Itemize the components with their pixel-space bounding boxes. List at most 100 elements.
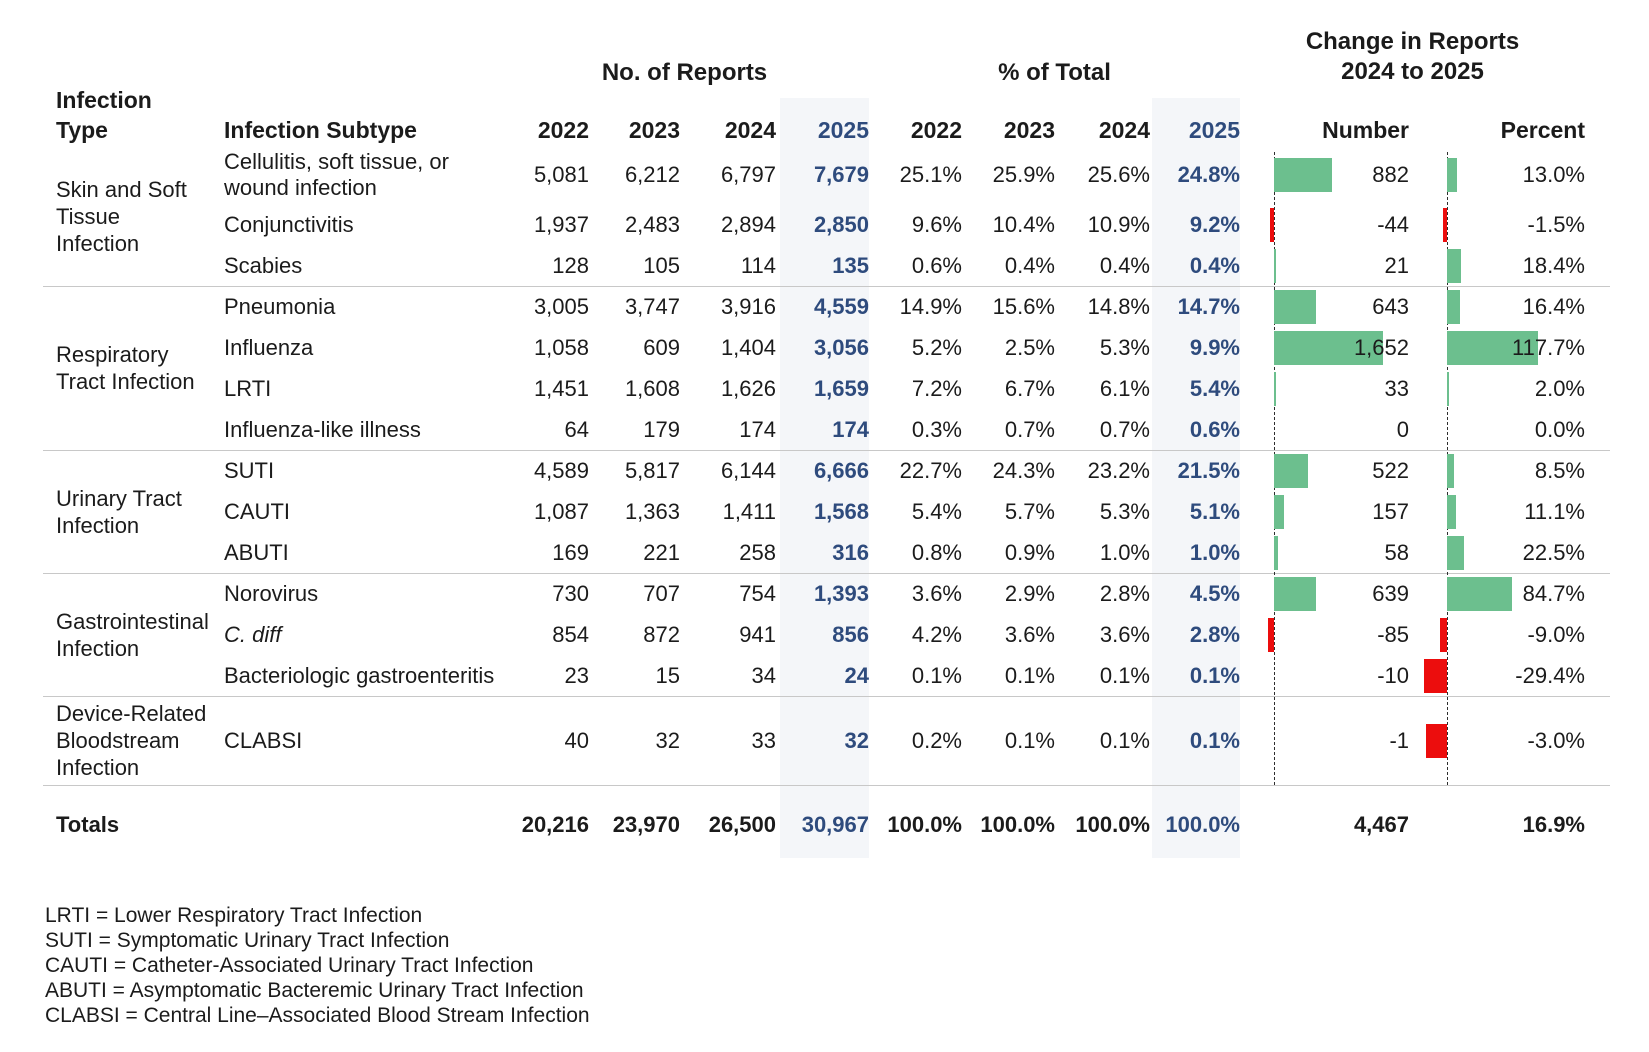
pct-2024-cell: 6.1% <box>1099 375 1150 401</box>
change-number-cell: 157 <box>1240 491 1409 532</box>
infection-type-line: Infection <box>56 635 140 661</box>
subtype-line: SUTI <box>224 457 275 483</box>
reports-2024-cell: 941 <box>739 621 776 647</box>
change-number-cell: 882 <box>1240 146 1409 204</box>
reports-year-header-2024: 2024 <box>724 117 776 143</box>
pct-2025-cell: 5.1% <box>1189 498 1240 524</box>
pct-2022-cell: 0.3% <box>911 416 962 442</box>
subtype-cell: Pneumonia <box>224 294 500 320</box>
footnote-line: CLABSI = Central Line–Associated Blood S… <box>45 1004 590 1027</box>
change-number-bar <box>1274 158 1333 192</box>
reports-2024-cell: 114 <box>740 252 776 278</box>
change-percent-cell: 16.4% <box>1409 286 1585 327</box>
infection-group: Respiratory Tract Infection Pneumonia 3,005… <box>56 286 1585 450</box>
pct-2023-cell: 15.6% <box>992 293 1055 319</box>
pct-2023-cell: 10.4% <box>992 211 1055 237</box>
infection-type-line: Urinary Tract <box>56 485 182 511</box>
totals-label: Totals <box>56 811 120 837</box>
reports-2024-cell: 1,411 <box>722 498 776 524</box>
pct-2024-cell: 14.8% <box>1087 293 1150 319</box>
infection-group: Skin and Soft Tissue Infection Cellulitis, … <box>56 146 1585 286</box>
pct-2025-cell: 0.1% <box>1189 662 1240 688</box>
subtype-line: Influenza <box>224 334 314 360</box>
infection-type-line: Infection <box>56 512 140 538</box>
pct-2024-cell: 0.7% <box>1099 416 1150 442</box>
reports-2023-cell: 15 <box>655 662 680 688</box>
pct-2023-cell: 0.1% <box>1004 727 1055 753</box>
pct-2024-cell: 5.3% <box>1099 498 1150 524</box>
change-number-cell: 1,652 <box>1240 327 1409 368</box>
change-number-bar <box>1274 576 1317 611</box>
subtype-cell: Conjunctivitis <box>224 212 500 238</box>
reports-2023-cell: 2,483 <box>624 211 680 237</box>
table-row: CAUTI 1,087 1,363 1,411 1,568 5.4% 5.7% 5.3% 5.1… <box>224 491 1585 532</box>
infection-type-header-line1: Infection <box>56 87 152 113</box>
pct-2022-cell: 14.9% <box>899 293 962 319</box>
reports-2023-cell: 179 <box>643 416 680 442</box>
reports-2023-cell: 1,363 <box>624 498 680 524</box>
reports-2024-cell: 174 <box>739 416 776 442</box>
infection-type-label: Gastrointestinal Infection <box>56 573 224 696</box>
change-percent-cell: 0.0% <box>1409 409 1585 450</box>
reports-2023-cell: 872 <box>643 621 680 647</box>
subtype-cell: ABUTI <box>224 540 500 566</box>
pct-2022-cell: 7.2% <box>911 375 962 401</box>
change-percent-value: -29.4% <box>1515 662 1585 688</box>
subtype-line: Bacteriologic gastroenteritis <box>224 662 495 688</box>
subtype-cell: CLABSI <box>224 728 500 754</box>
pct-2023-cell: 0.1% <box>1004 662 1055 688</box>
change-number-value: 639 <box>1372 580 1409 606</box>
reports-2025-cell: 4,559 <box>813 293 869 319</box>
infection-type-line: Tissue <box>56 203 120 229</box>
change-percent-bar <box>1426 723 1447 758</box>
change-percent-cell: 117.7% <box>1409 327 1585 368</box>
change-percent-cell: -29.4% <box>1409 655 1585 696</box>
change-number-bar <box>1274 289 1317 324</box>
reports-2024-cell: 6,797 <box>720 162 776 187</box>
reports-2022-cell: 1,937 <box>533 211 589 237</box>
table-row: Scabies 128 105 114 135 0.6% 0.4% 0.4% 0.4% 21 18.… <box>224 245 1585 286</box>
pct-2025-cell: 24.8% <box>1177 162 1240 187</box>
reports-2022-cell: 1,058 <box>533 334 589 360</box>
change-percent-cell: 8.5% <box>1409 450 1585 491</box>
infection-type-header-line2: Type <box>56 117 108 143</box>
change-number-cell: -10 <box>1240 655 1409 696</box>
change-percent-bar <box>1447 453 1454 488</box>
table-row: Pneumonia 3,005 3,747 3,916 4,559 14.9% 15.6% 1… <box>224 286 1585 327</box>
subtype-cell: Influenza <box>224 335 500 361</box>
totals-change-percent: 16.9% <box>1522 811 1585 837</box>
reports-2022-cell: 1,087 <box>533 498 589 524</box>
reports-2022-cell: 40 <box>564 727 589 753</box>
totals-pct-2023: 100.0% <box>980 811 1055 837</box>
change-percent-value: 8.5% <box>1534 457 1585 483</box>
change-number-bar <box>1268 617 1274 652</box>
reports-2025-cell: 856 <box>832 621 869 647</box>
subtype-cell: CAUTI <box>224 499 500 525</box>
pct-group-header: % of Total <box>998 59 1111 86</box>
infection-group: Device-Related Bloodstream Infection CLABSI… <box>56 696 1585 785</box>
change-number-value: 522 <box>1372 457 1409 483</box>
change-percent-bar <box>1447 371 1449 406</box>
totals-pct-2025: 100.0% <box>1165 811 1240 837</box>
pct-year-header-2023: 2023 <box>1003 117 1055 143</box>
reports-2025-cell: 6,666 <box>813 457 869 483</box>
change-number-bar <box>1274 494 1285 529</box>
change-number-cell: 33 <box>1240 368 1409 409</box>
change-number-cell: 0 <box>1240 409 1409 450</box>
reports-2022-cell: 3,005 <box>533 293 589 319</box>
pct-2025-cell: 5.4% <box>1189 375 1240 401</box>
change-number-cell: -1 <box>1240 696 1409 785</box>
subtype-cell: LRTI <box>224 376 500 402</box>
change-number-cell: 21 <box>1240 245 1409 286</box>
change-number-cell: 522 <box>1240 450 1409 491</box>
subtype-line: Pneumonia <box>224 293 336 319</box>
change-percent-cell: 18.4% <box>1409 245 1585 286</box>
subtype-cell: Influenza-like illness <box>224 417 500 443</box>
pct-2024-cell: 0.1% <box>1099 662 1150 688</box>
change-percent-cell: 2.0% <box>1409 368 1585 409</box>
change-percent-value: 2.0% <box>1534 375 1585 401</box>
reports-2022-cell: 730 <box>552 580 589 606</box>
reports-2022-cell: 64 <box>564 416 589 442</box>
pct-2023-cell: 0.9% <box>1004 539 1055 565</box>
change-percent-value: 84.7% <box>1522 580 1585 606</box>
